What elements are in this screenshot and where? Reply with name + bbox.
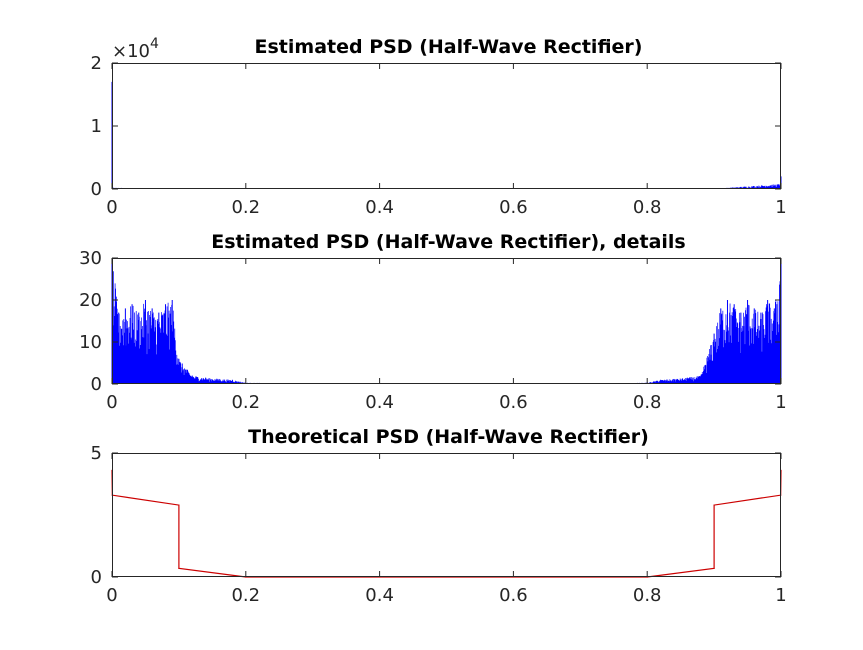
plot-area	[112, 453, 781, 577]
subplot-3: 0 0.2 0.4 0.6 0.8 1 0 5 Theoretical PSD (Half-Wa…	[91, 426, 787, 606]
y-tick-label: 0	[91, 374, 102, 395]
plot-area	[112, 258, 781, 384]
y-exponent-power: 4	[150, 36, 159, 52]
y-tick-label: 20	[79, 290, 102, 311]
y-tick-label: 2	[91, 53, 102, 74]
y-tick-label: 30	[79, 248, 102, 269]
chart-title: Estimated PSD (Half-Wave Rectifier)	[255, 36, 643, 58]
chart-title: Estimated PSD (Half-Wave Rectifier), det…	[211, 231, 686, 253]
axes-box	[112, 258, 781, 384]
data-point	[178, 567, 180, 569]
y-tick-label: 1	[91, 116, 102, 137]
x-tick-label: 0	[106, 585, 117, 606]
y-tick-label: 10	[79, 332, 102, 353]
data-point	[713, 567, 715, 569]
y-tick-label: 0	[91, 179, 102, 200]
plot-area	[112, 63, 781, 189]
y-tick-label: 0	[91, 567, 102, 588]
subplot-1: 0 0.2 0.4 0.6 0.8 1 0 1 2 ×104 Estimated PSD (Half…	[91, 36, 787, 218]
x-tick-label: 0	[106, 392, 117, 413]
chart-title: Theoretical PSD (Half-Wave Rectifier)	[248, 426, 649, 448]
x-tick-label: 0.4	[365, 585, 394, 606]
x-tick-label: 0.6	[499, 197, 528, 218]
x-tick-label: 1	[775, 585, 786, 606]
y-exponent-base: ×10	[112, 41, 150, 62]
x-tick-label: 0.6	[499, 392, 528, 413]
x-tick-label: 0.8	[633, 392, 662, 413]
x-tick-label: 0.2	[231, 197, 260, 218]
x-tick-label: 0	[106, 197, 117, 218]
x-tick-label: 0.2	[231, 585, 260, 606]
x-tick-label: 0.4	[365, 197, 394, 218]
x-tick-label: 0.8	[633, 197, 662, 218]
data-point	[713, 504, 715, 506]
y-tick-label: 5	[91, 443, 102, 464]
axes-box	[112, 453, 781, 577]
y-exponent-label: ×104	[112, 36, 159, 62]
x-tick-label: 0.4	[365, 392, 394, 413]
x-tick-label: 0.8	[633, 585, 662, 606]
x-tick-label: 0.6	[499, 585, 528, 606]
x-tick-label: 1	[775, 392, 786, 413]
data-point	[178, 504, 180, 506]
x-tick-label: 0.2	[231, 392, 260, 413]
x-tick-label: 1	[775, 197, 786, 218]
